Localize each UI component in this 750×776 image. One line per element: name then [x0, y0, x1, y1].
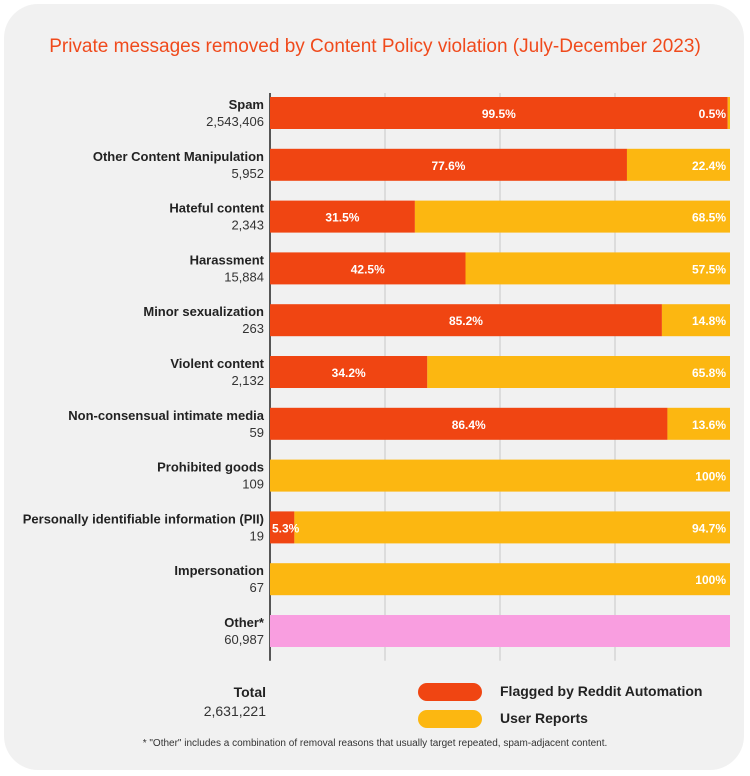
- bar-user-reports: [270, 459, 730, 492]
- data-label-automation: 86.4%: [452, 418, 486, 432]
- bar-automation: [270, 511, 295, 544]
- data-label-user-reports: 22.4%: [692, 159, 726, 173]
- bar-other: [270, 615, 730, 647]
- total-label: Total: [233, 684, 266, 700]
- category-count: 2,543,406: [206, 114, 264, 129]
- total-value: 2,631,221: [203, 703, 266, 719]
- bar-user-reports: [661, 304, 730, 337]
- data-label-user-reports: 57.5%: [692, 262, 726, 276]
- category-count: 263: [242, 321, 264, 336]
- data-label-automation: 42.5%: [351, 262, 385, 276]
- bar-user-reports: [465, 252, 730, 285]
- bar-automation: [270, 200, 415, 233]
- bar-automation: [270, 407, 668, 440]
- legend-swatch-user-reports: [418, 710, 482, 728]
- category-label: Personally identifiable information (PII…: [23, 511, 264, 526]
- category-label: Other*: [224, 615, 265, 630]
- data-label-user-reports: 14.8%: [692, 314, 726, 328]
- data-label-automation: 5.3%: [272, 521, 300, 535]
- category-count: 67: [250, 580, 264, 595]
- data-label-automation: 77.6%: [431, 159, 465, 173]
- footnote: * "Other" includes a combination of remo…: [142, 738, 608, 749]
- bar-automation: [270, 148, 627, 181]
- category-count: 5,952: [231, 166, 264, 181]
- category-label: Spam: [229, 97, 264, 112]
- data-label-user-reports: 100%: [695, 573, 726, 587]
- legend-label-user-reports: User Reports: [500, 710, 588, 726]
- category-count: 2,343: [231, 218, 264, 233]
- bar-user-reports: [414, 200, 730, 233]
- bar-automation: [270, 97, 728, 129]
- bar-automation: [270, 304, 662, 337]
- category-label: Hateful content: [169, 201, 264, 216]
- category-label: Violent content: [170, 356, 264, 371]
- data-label-user-reports: 68.5%: [692, 211, 726, 225]
- data-label-automation: 34.2%: [332, 366, 366, 380]
- data-label-user-reports: 13.6%: [692, 418, 726, 432]
- category-count: 60,987: [224, 632, 264, 647]
- bar-user-reports: [727, 97, 730, 129]
- category-label: Minor sexualization: [143, 304, 264, 319]
- category-count: 109: [242, 477, 264, 492]
- category-count: 15,884: [224, 269, 264, 284]
- data-label-user-reports: 65.8%: [692, 366, 726, 380]
- data-label-automation: 99.5%: [482, 107, 516, 121]
- bar-user-reports: [270, 563, 730, 596]
- data-label-automation: 85.2%: [449, 314, 483, 328]
- legend-swatch-automation: [418, 683, 482, 701]
- category-label: Impersonation: [174, 563, 264, 578]
- category-label: Other Content Manipulation: [93, 149, 264, 164]
- category-count: 59: [250, 425, 264, 440]
- bar-automation: [270, 252, 466, 285]
- category-label: Prohibited goods: [157, 460, 264, 475]
- bar-user-reports: [626, 148, 730, 181]
- bar-user-reports: [667, 407, 730, 440]
- bar-user-reports: [427, 356, 730, 388]
- category-count: 2,132: [231, 373, 264, 388]
- data-label-automation: 31.5%: [325, 211, 359, 225]
- data-label-user-reports: 0.5%: [699, 107, 727, 121]
- legend-label-automation: Flagged by Reddit Automation: [500, 683, 703, 699]
- category-label: Non-consensual intimate media: [68, 408, 265, 423]
- bar-automation: [270, 356, 428, 388]
- data-label-user-reports: 100%: [695, 470, 726, 484]
- category-label: Harassment: [190, 252, 265, 267]
- chart-title: Private messages removed by Content Poli…: [49, 36, 701, 57]
- data-label-user-reports: 94.7%: [692, 521, 726, 535]
- category-count: 19: [250, 528, 264, 543]
- bar-user-reports: [294, 511, 730, 544]
